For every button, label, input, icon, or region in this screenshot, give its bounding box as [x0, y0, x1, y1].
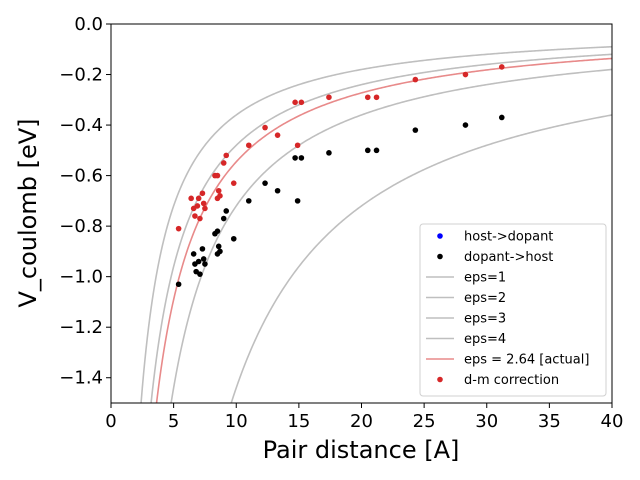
y-tick-label: −0.6 [59, 166, 103, 187]
point-dopant-host [223, 208, 230, 214]
y-tick-label: −1.2 [59, 317, 103, 338]
point-d-m-correction [194, 203, 201, 209]
legend-marker-d-m-correction [437, 376, 443, 383]
y-tick-label: −1.4 [59, 368, 103, 389]
y-tick-label: 0.0 [74, 14, 103, 35]
point-dopant-host [262, 180, 268, 186]
curves-layer [140, 45, 612, 403]
x-tick-label: 20 [350, 411, 373, 432]
point-dopant-host [175, 281, 182, 288]
y-tick-label: −0.4 [59, 115, 103, 136]
point-d-m-correction [188, 195, 194, 202]
legend-label-eps-2: eps=2 [464, 291, 506, 306]
point-dopant-host [199, 246, 206, 252]
point-d-m-correction [498, 64, 505, 70]
legend-label-d-m-correction: d-m correction [464, 373, 559, 388]
y-tick-label: −0.2 [59, 65, 103, 86]
point-d-m-correction [223, 152, 230, 159]
y-tick-label: −0.8 [59, 216, 103, 237]
y-tick-label: −1.0 [59, 267, 103, 288]
point-dopant-host [190, 251, 197, 257]
point-dopant-host [274, 187, 281, 194]
point-dopant-host [294, 198, 301, 204]
point-d-m-correction [412, 76, 419, 83]
legend-label-dopant-host: dopant->host [464, 250, 553, 265]
point-d-m-correction [298, 99, 305, 106]
point-dopant-host [245, 198, 252, 204]
point-dopant-host [200, 256, 207, 262]
point-d-m-correction [274, 132, 281, 138]
point-d-m-correction [200, 200, 207, 207]
point-d-m-correction [245, 142, 252, 149]
point-dopant-host [298, 155, 305, 161]
point-d-m-correction [262, 124, 268, 131]
point-dopant-host [498, 114, 505, 121]
point-dopant-host [373, 147, 380, 154]
point-d-m-correction [462, 71, 469, 78]
point-dopant-host [217, 248, 223, 255]
point-d-m-correction [326, 94, 332, 101]
point-dopant-host [230, 235, 237, 242]
point-dopant-host [412, 127, 419, 133]
x-tick-label: 40 [601, 411, 624, 432]
curve-eps-2 [170, 68, 612, 403]
legend-label-eps-4: eps=4 [464, 332, 506, 347]
legend-marker-dopant-host [437, 253, 443, 260]
point-dopant-host [462, 122, 469, 128]
x-tick-label: 10 [225, 411, 248, 432]
point-dopant-host [197, 271, 203, 277]
x-tick-label: 15 [287, 411, 310, 432]
legend-marker-host-dopant [437, 233, 443, 239]
x-axis-ticks: 0 5 10 15 20 25 30 35 40 [105, 403, 623, 432]
point-dopant-host [214, 228, 221, 234]
point-d-m-correction [202, 205, 208, 212]
point-dopant-host [292, 155, 298, 161]
legend-label-eps-3: eps=3 [464, 312, 506, 327]
legend-label-eps-1: eps=1 [464, 271, 506, 286]
point-d-m-correction [199, 190, 206, 197]
x-axis-label: Pair distance [A] [263, 436, 460, 464]
point-dopant-host [215, 243, 222, 250]
curve-eps-4 [140, 45, 612, 403]
point-dopant-host [326, 150, 332, 156]
legend: host->dopant dopant->host eps=1 eps=2 eps=3 e… [419, 223, 607, 397]
legend-label-eps-2-64-actual: eps = 2.64 [actual] [464, 353, 589, 368]
curve-eps-3 [150, 53, 612, 403]
point-dopant-host [202, 261, 208, 267]
x-tick-label: 5 [168, 411, 179, 432]
point-d-m-correction [214, 172, 221, 179]
point-d-m-correction [294, 142, 301, 149]
point-dopant-host [364, 147, 371, 154]
point-d-m-correction [175, 225, 182, 232]
point-d-m-correction [220, 160, 227, 166]
point-d-m-correction [195, 195, 202, 202]
point-d-m-correction [217, 193, 223, 199]
point-d-m-correction [230, 180, 237, 186]
x-tick-label: 25 [413, 411, 436, 432]
x-tick-label: 35 [538, 411, 561, 432]
point-d-m-correction [197, 215, 203, 222]
curve-eps-1 [230, 114, 612, 403]
point-dopant-host [220, 215, 227, 222]
point-d-m-correction [292, 99, 298, 106]
y-axis-label: V_coulomb [eV] [14, 118, 42, 307]
point-d-m-correction [373, 94, 380, 101]
legend-box [419, 223, 607, 397]
y-axis-ticks: 0.0 −0.2 −0.4 −0.6 −0.8 −1.0 −1.2 −1.4 [59, 14, 111, 389]
x-tick-label: 0 [105, 411, 116, 432]
points-layer [175, 64, 505, 288]
point-dopant-host [195, 258, 202, 265]
point-d-m-correction [192, 213, 198, 219]
curve-eps-2-64-actual [155, 57, 612, 403]
point-d-m-correction [215, 187, 222, 194]
legend-label-host-dopant: host->dopant [464, 230, 553, 245]
point-d-m-correction [364, 94, 371, 101]
x-tick-label: 30 [475, 411, 498, 432]
